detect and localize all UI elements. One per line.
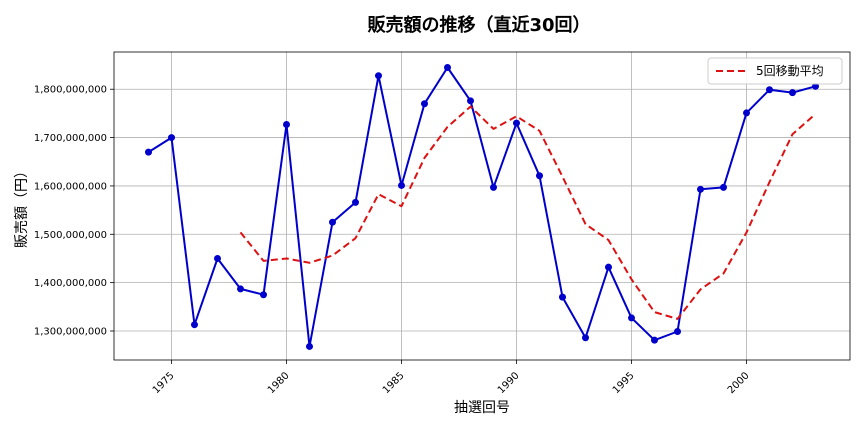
sales-series-line bbox=[147, 66, 816, 348]
chart-title: 販売額の推移（直近30回） bbox=[367, 14, 590, 36]
sales-data-point bbox=[766, 86, 773, 94]
x-tick-label: 2000 bbox=[726, 370, 752, 396]
y-axis-ticks: 1,300,000,000 1,400,000,000 1,500,000,000 1… bbox=[34, 85, 114, 337]
y-tick-label: 1,700,000,000 bbox=[34, 133, 107, 144]
sales-data-point bbox=[168, 134, 175, 142]
sales-data-point bbox=[812, 82, 819, 90]
sales-data-point bbox=[352, 198, 359, 206]
x-tick-label: 1975 bbox=[151, 370, 177, 396]
sales-data-point bbox=[743, 109, 750, 117]
x-tick-label: 1980 bbox=[266, 370, 292, 396]
sales-data-point bbox=[559, 293, 566, 301]
x-tick-label: 1985 bbox=[381, 370, 407, 396]
sales-data-point bbox=[467, 97, 474, 105]
sales-data-point bbox=[490, 183, 497, 191]
legend-box bbox=[707, 57, 843, 85]
legend-label-moving-average: 5回移動平均 bbox=[756, 64, 824, 78]
sales-data-point bbox=[628, 314, 635, 322]
sales-data-point bbox=[674, 327, 681, 335]
sales-data-point bbox=[260, 291, 267, 299]
x-axis-ticks: 1975 1980 1985 1990 1995 2000 bbox=[151, 360, 752, 396]
x-tick-label: 1990 bbox=[496, 370, 522, 396]
grid-lines bbox=[114, 52, 850, 360]
sales-data-point bbox=[306, 342, 313, 350]
plot-area-frame bbox=[113, 51, 851, 361]
y-tick-label: 1,400,000,000 bbox=[34, 278, 107, 289]
y-tick-label: 1,300,000,000 bbox=[34, 326, 107, 337]
series-layer bbox=[145, 63, 819, 350]
sales-data-point bbox=[789, 89, 796, 97]
sales-data-point bbox=[398, 181, 405, 189]
sales-data-point bbox=[283, 121, 290, 129]
sales-data-point bbox=[651, 336, 658, 344]
sales-data-point bbox=[214, 254, 221, 262]
sales-data-point bbox=[237, 285, 244, 293]
sales-data-point bbox=[145, 148, 152, 156]
sales-data-point bbox=[421, 100, 428, 108]
sales-data-point bbox=[697, 185, 704, 193]
sales-data-point bbox=[605, 263, 612, 271]
sales-data-point bbox=[329, 218, 336, 226]
y-axis-label: 販売額（円） bbox=[14, 164, 30, 248]
sales-data-point bbox=[375, 72, 382, 80]
sales-data-point bbox=[720, 183, 727, 191]
x-axis-label: 抽選回号 bbox=[454, 400, 510, 416]
sales-data-point bbox=[536, 172, 543, 180]
sales-data-point bbox=[444, 63, 451, 71]
legend: 5回移動平均 bbox=[707, 57, 843, 85]
sales-data-point bbox=[191, 321, 198, 329]
sales-data-point bbox=[513, 119, 520, 127]
moving-average-line bbox=[239, 105, 817, 320]
sales-data-point bbox=[582, 334, 589, 342]
y-tick-label: 1,600,000,000 bbox=[34, 181, 107, 192]
y-tick-label: 1,500,000,000 bbox=[34, 230, 107, 241]
x-tick-label: 1995 bbox=[611, 370, 637, 396]
y-tick-label: 1,800,000,000 bbox=[34, 85, 107, 96]
